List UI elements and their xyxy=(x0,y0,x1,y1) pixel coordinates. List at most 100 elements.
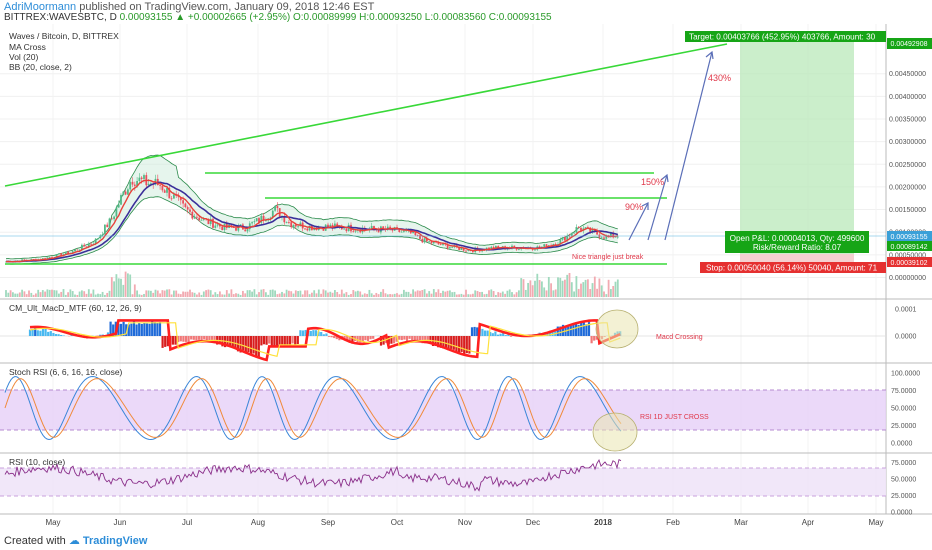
pct-90-label: 90% xyxy=(625,202,643,212)
volume-bar xyxy=(338,294,341,297)
volume-bar xyxy=(547,276,550,297)
volume-bar xyxy=(290,291,293,297)
volume-bar xyxy=(285,289,288,297)
candle-body xyxy=(106,224,109,228)
macd-hist-bar xyxy=(408,336,411,339)
stoch-axis[interactable]: 100.0000 75.0000 50.0000 25.0000 0.0000 xyxy=(891,371,920,448)
upper-trendline[interactable] xyxy=(4,43,728,187)
volume-bar xyxy=(467,294,470,297)
macd-hist-bar xyxy=(372,336,375,339)
volume-bar xyxy=(437,289,440,297)
candle-body xyxy=(219,224,221,227)
legend-bb[interactable]: BB (20, close, 2) xyxy=(9,62,72,72)
macd-hist-bar xyxy=(174,336,177,345)
macd-hist-bar xyxy=(268,336,271,344)
volume-bar xyxy=(269,289,272,297)
candle-body xyxy=(382,226,385,229)
arrow-430[interactable] xyxy=(664,51,713,241)
macd-hist-bar xyxy=(327,336,331,337)
volume-bar xyxy=(610,289,612,297)
macd-axis[interactable]: 0.0001 0.0000 xyxy=(895,307,917,341)
volume-bar xyxy=(515,292,518,297)
macd-highlight-circle[interactable] xyxy=(595,309,639,349)
candle-body xyxy=(593,229,596,232)
candle-body xyxy=(591,229,594,233)
target-zone[interactable] xyxy=(740,42,854,254)
volume-bar xyxy=(104,294,106,297)
rsi-axis[interactable]: 75.0000 50.0000 25.0000 0.0000 xyxy=(891,460,916,517)
volume-bar xyxy=(564,279,566,297)
candle-body xyxy=(67,251,69,255)
volume-bar xyxy=(570,282,573,297)
macd-hist-bar xyxy=(587,322,591,336)
stop-box[interactable] xyxy=(700,262,886,273)
macd-hist-bar xyxy=(39,330,42,336)
volume-bar xyxy=(267,294,270,297)
macd-title[interactable]: CM_Ult_MacD_MTF (60, 12, 26, 9) xyxy=(9,303,142,313)
time-axis[interactable]: May Jun Jul Aug Sep Oct Nov Dec 2018 Feb Mar Apr May xyxy=(45,518,883,527)
volume-bar xyxy=(476,291,479,297)
candle-body xyxy=(490,246,493,250)
candle-body xyxy=(46,257,49,260)
macd-hist-bar xyxy=(387,336,390,345)
candle-body xyxy=(127,189,129,195)
volume-bar xyxy=(554,289,557,297)
volume-bar xyxy=(534,280,536,297)
symbol-line: BITTREX:WAVESBTC, D xyxy=(4,12,117,23)
volume-bar xyxy=(439,293,442,297)
candle-body xyxy=(83,244,86,247)
macd-hist-bar xyxy=(405,336,409,342)
projection-arrows[interactable] xyxy=(628,50,714,241)
macd-hist-bar xyxy=(499,333,502,336)
volume-bar xyxy=(230,289,233,297)
macd-hist-bar xyxy=(444,336,448,349)
author-link[interactable]: AdriMoormann xyxy=(4,1,77,13)
candle-body xyxy=(327,224,329,228)
candle-body xyxy=(561,237,564,240)
candle-body xyxy=(258,218,260,223)
volume-bar xyxy=(108,290,111,297)
arrow-150-head xyxy=(660,173,669,183)
target-box[interactable] xyxy=(685,31,886,42)
candle-body xyxy=(44,258,46,260)
stoch-title[interactable]: Stoch RSI (6, 6, 16, 16, close) xyxy=(9,367,123,377)
volume-bar xyxy=(311,292,313,297)
macd-hist-bar xyxy=(281,336,284,345)
candle-body xyxy=(285,222,288,223)
rsi-title[interactable]: RSI (10, close) xyxy=(9,457,65,467)
volume-bar xyxy=(552,290,555,297)
volume-bar xyxy=(451,292,454,297)
candle-body xyxy=(426,238,428,242)
legend-title[interactable]: Waves / Bitcoin, D, BITTREX xyxy=(9,31,119,41)
volume-bar xyxy=(237,293,240,297)
volume-bar xyxy=(485,293,488,297)
volume-bar xyxy=(582,282,585,297)
macd-hist-bar xyxy=(572,323,575,336)
candle-body xyxy=(251,222,253,224)
volume-bar xyxy=(396,293,398,297)
volume-bar xyxy=(7,292,10,297)
candle-body xyxy=(584,227,587,229)
legend-ma-cross[interactable]: MA Cross xyxy=(9,42,46,52)
stoch-highlight-circle[interactable] xyxy=(592,412,638,452)
macd-hist-bar xyxy=(312,330,315,336)
candle-body xyxy=(191,211,194,219)
volume-bar xyxy=(607,279,610,297)
chart-canvas[interactable]: 430% 150% 90% Nice triangle just break T… xyxy=(0,24,932,528)
footer-brand[interactable]: TradingView xyxy=(82,535,148,547)
candle-body xyxy=(442,243,444,245)
publish-line: AdriMoormann published on TradingView.co… xyxy=(4,1,374,13)
candle-body xyxy=(159,185,161,186)
volume-bar xyxy=(442,290,444,297)
volume-bar xyxy=(205,290,207,297)
volume-bar xyxy=(228,293,230,297)
macd-hist-bar xyxy=(291,336,294,344)
arrow-150[interactable] xyxy=(647,174,668,241)
legend-vol[interactable]: Vol (20) xyxy=(9,52,38,62)
macd-hist-bar xyxy=(301,330,305,336)
candle-body xyxy=(235,227,237,231)
arrow-90[interactable] xyxy=(628,202,649,241)
candle-body xyxy=(488,247,490,250)
volume-bar xyxy=(214,292,217,297)
pnl-box[interactable] xyxy=(725,231,869,253)
